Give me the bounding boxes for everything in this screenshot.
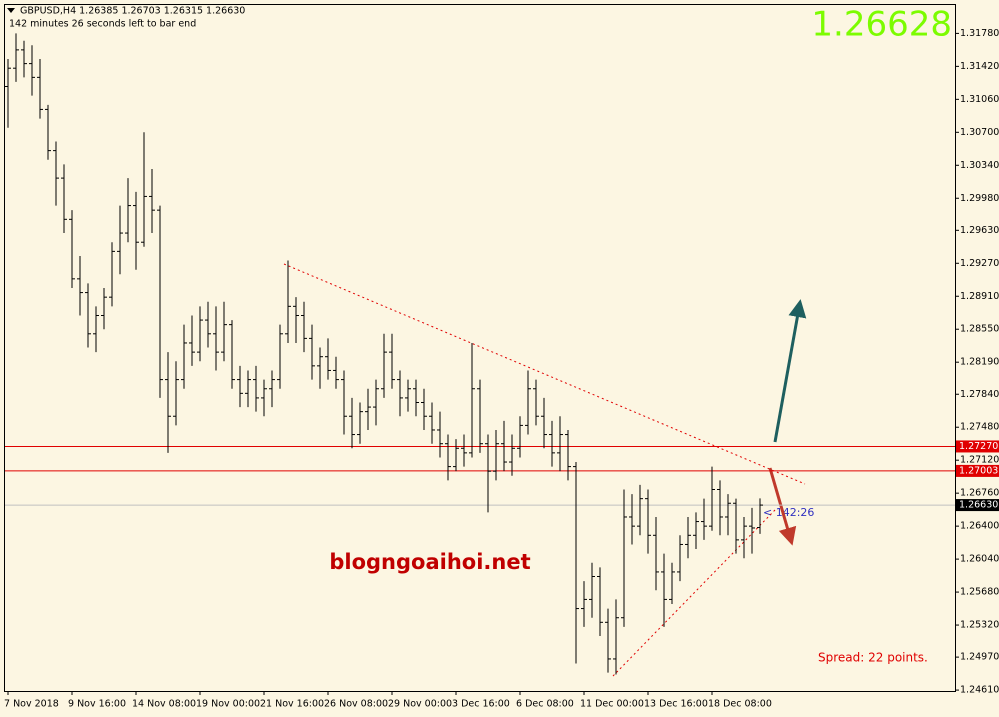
y-tick-label: 1.26400	[960, 521, 999, 532]
y-tick-label: 1.27840	[960, 389, 999, 400]
y-tick-label: 1.26760	[960, 488, 999, 499]
x-tick-label: 9 Nov 16:00	[68, 699, 126, 710]
y-tick-label: 1.28910	[960, 291, 999, 302]
y-tick-label: 1.28190	[960, 357, 999, 368]
up-arrow	[773, 299, 807, 443]
x-tick-label: 21 Nov 16:00	[260, 699, 324, 710]
level-line-label: 1.27270	[959, 441, 998, 452]
trend-line	[283, 263, 806, 485]
y-tick-label: 1.24970	[960, 652, 999, 663]
y-tick-label: 1.29630	[960, 225, 999, 236]
y-tick-label: 1.24610	[960, 685, 999, 696]
bid-price: 1.26628	[811, 5, 952, 45]
y-tick-label: 1.29270	[960, 258, 999, 269]
current-price-label: 1.26630	[959, 500, 998, 511]
countdown: < 142:26	[763, 506, 814, 519]
level-line-box	[956, 464, 999, 477]
level-line-label: 1.27003	[959, 465, 998, 476]
level-line-box	[956, 440, 999, 453]
spread: Spread: 22 points.	[818, 651, 928, 665]
y-tick-label: 1.31060	[960, 94, 999, 105]
menu-triangle	[7, 8, 15, 13]
x-tick-label: 3 Dec 16:00	[452, 699, 510, 710]
x-tick-label: 29 Nov 00:00	[388, 699, 452, 710]
y-tick-label: 1.26040	[960, 554, 999, 565]
x-tick-label: 7 Nov 2018	[4, 699, 59, 710]
current-price-box	[956, 499, 999, 512]
y-tick-label: 1.30340	[960, 160, 999, 171]
x-tick-label: 14 Nov 08:00	[132, 699, 196, 710]
header: GBPUSD,H4 1.26385 1.26703 1.26315 1.2663…	[20, 6, 245, 17]
x-tick-label: 11 Dec 00:00	[580, 699, 644, 710]
timer: 142 minutes 26 seconds left to bar end	[9, 19, 196, 30]
x-tick-label: 19 Nov 00:00	[196, 699, 260, 710]
x-tick-label: 26 Nov 08:00	[324, 699, 388, 710]
x-tick-label: 13 Dec 16:00	[644, 699, 708, 710]
y-tick-label: 1.31420	[960, 61, 999, 72]
down-arrow	[768, 467, 797, 546]
x-tick-label: 18 Dec 08:00	[708, 699, 772, 710]
y-tick-label: 1.29980	[960, 193, 999, 204]
plot-frame	[4, 4, 956, 692]
watermark: blogngoaihoi.net	[329, 550, 530, 574]
y-tick-label: 1.30700	[960, 127, 999, 138]
y-tick-label: 1.25320	[960, 620, 999, 631]
y-tick-label: 1.25680	[960, 587, 999, 598]
y-tick-label: 1.27480	[960, 422, 999, 433]
y-tick-label: 1.27120	[960, 455, 999, 466]
trend-line	[612, 509, 776, 677]
y-tick-label: 1.28550	[960, 324, 999, 335]
x-tick-label: 6 Dec 08:00	[516, 699, 574, 710]
y-tick-label: 1.31780	[960, 28, 999, 39]
